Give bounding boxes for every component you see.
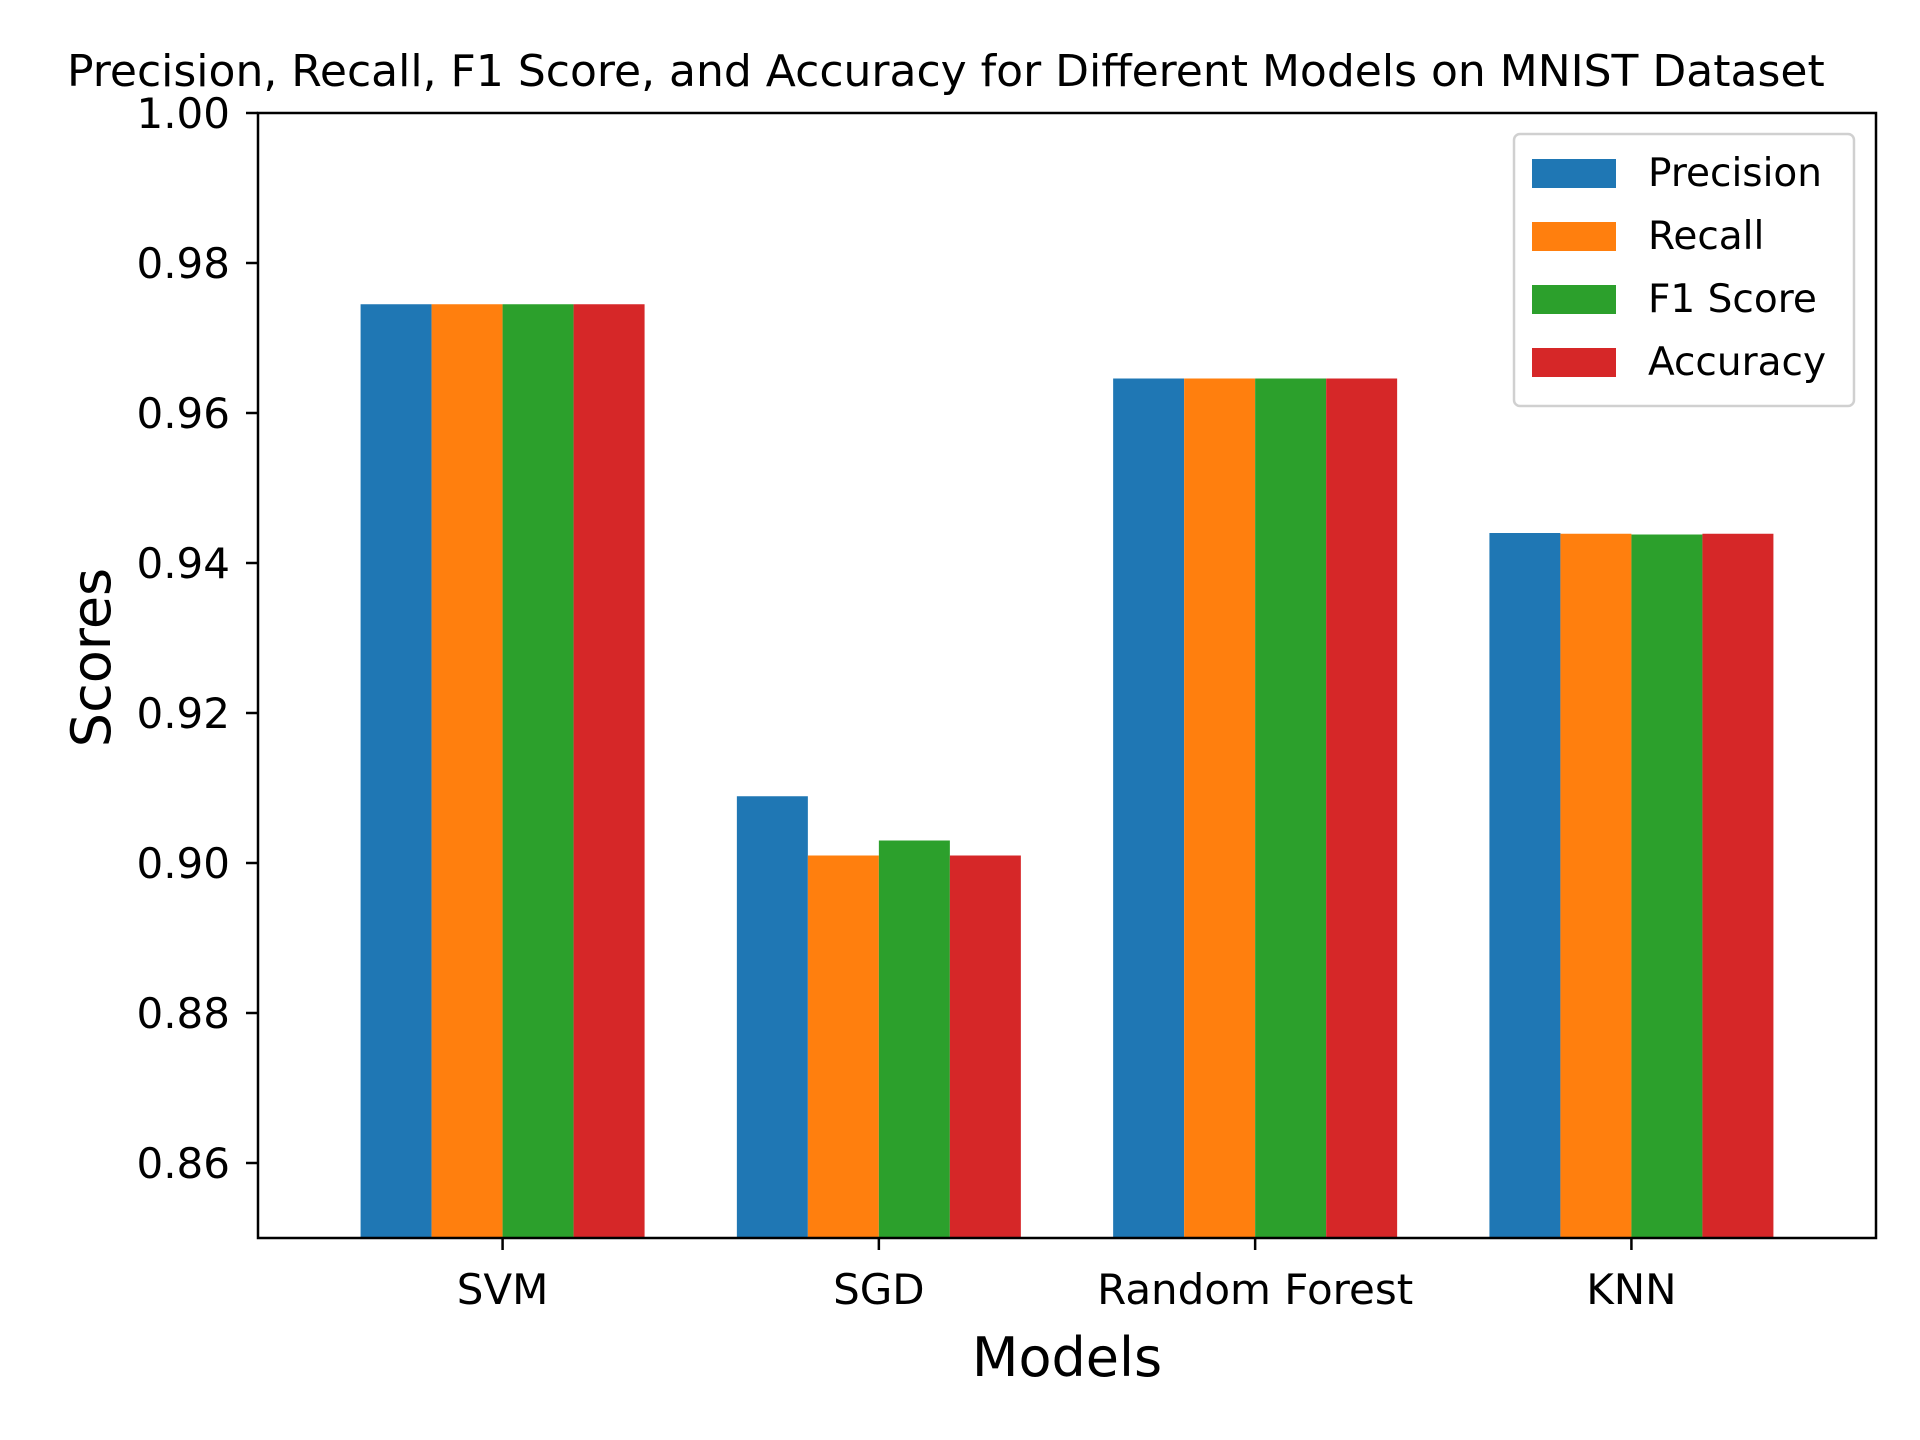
chart-title: Precision, Recall, F1 Score, and Accurac…: [67, 46, 1825, 97]
bar-precision-random-forest: [1113, 378, 1185, 1238]
legend-label: F1 Score: [1648, 277, 1817, 322]
legend-label: Accuracy: [1648, 340, 1826, 385]
bar-f1-score-knn: [1631, 534, 1703, 1238]
bar-accuracy-sgd: [949, 855, 1021, 1238]
legend-box: [1512, 132, 1856, 408]
bar-recall-random-forest: [1184, 378, 1256, 1238]
legend-swatch: [1532, 348, 1616, 377]
legend-swatch: [1532, 222, 1616, 251]
bar-accuracy-svm: [573, 304, 645, 1238]
x-tick-label: SGD: [833, 1265, 925, 1314]
y-tick-label: 1.00: [136, 89, 230, 138]
x-tick-label: Random Forest: [1097, 1265, 1413, 1314]
bar-precision-svm: [360, 304, 432, 1238]
y-tick-label: 0.86: [136, 1139, 230, 1188]
x-axis: SVM SGD Random Forest KNN: [457, 1238, 1677, 1314]
bar-accuracy-random-forest: [1326, 378, 1398, 1238]
y-tick-label: 0.88: [136, 989, 230, 1038]
plot-frame: [256, 111, 1878, 1240]
y-tick-label: 0.94: [136, 539, 230, 588]
bar-precision-sgd: [736, 796, 808, 1238]
bar-f1-score-random-forest: [1255, 378, 1327, 1238]
y-tick-label: 0.96: [136, 389, 230, 438]
bar-recall-svm: [431, 304, 503, 1238]
x-axis-label: Models: [972, 1326, 1162, 1389]
x-tick-label: KNN: [1586, 1265, 1676, 1314]
bar-f1-score-svm: [502, 304, 574, 1238]
legend-label: Precision: [1648, 151, 1822, 196]
legend: Precision Recall F1 Score Accuracy: [1512, 132, 1856, 408]
y-tick-label: 0.98: [136, 239, 230, 288]
bar-accuracy-knn: [1702, 533, 1774, 1238]
y-tick-label: 0.90: [136, 839, 230, 888]
legend-swatch: [1532, 285, 1616, 314]
bar-recall-knn: [1560, 533, 1632, 1238]
x-tick-label: SVM: [457, 1265, 549, 1314]
y-axis: 0.86 0.88 0.90 0.92 0.94 0.96 0.98 1.00: [136, 89, 258, 1188]
bar-f1-score-sgd: [878, 840, 950, 1238]
legend-label: Recall: [1648, 214, 1764, 259]
y-axis-label: Scores: [60, 568, 123, 747]
y-tick-label: 0.92: [136, 689, 230, 738]
legend-swatch: [1532, 159, 1616, 188]
bars-group: [360, 304, 1774, 1238]
bar-recall-sgd: [807, 855, 879, 1238]
bar-precision-knn: [1489, 533, 1561, 1238]
